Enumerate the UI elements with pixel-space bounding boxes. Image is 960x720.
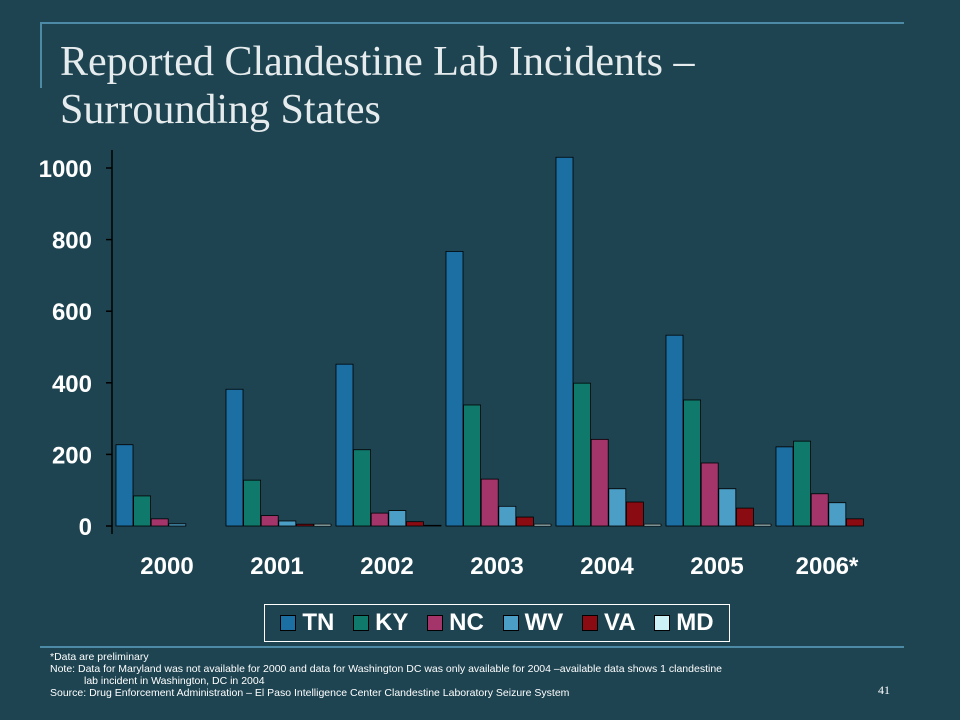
maryland-note-line-1: Note: Data for Maryland was not availabl…: [50, 663, 723, 675]
y-tick-label: 800: [52, 228, 92, 255]
chart-legend: TN KY NC WV VA MD: [264, 604, 730, 642]
bar-nc-2005: [700, 462, 719, 527]
bar-nc-2004: [590, 438, 609, 527]
legend-swatch: [654, 615, 671, 631]
bar-tn-2002: [335, 363, 354, 527]
title-line-1: Reported Clandestine Lab Incidents –: [60, 39, 695, 85]
bar-tn-2005: [665, 334, 684, 527]
legend-label: KY: [375, 609, 409, 636]
y-tick-label: 1000: [39, 156, 92, 183]
x-tick-label: 2002: [360, 553, 413, 580]
bar-ky-2005: [683, 399, 701, 527]
bar-md-2005: [753, 523, 772, 527]
bar-md-2002: [423, 524, 442, 527]
bar-tn-2004: [555, 156, 574, 527]
bar-wv-2002: [388, 510, 407, 527]
bar-tn-2001: [225, 388, 244, 527]
legend-item-md: MD: [654, 609, 714, 637]
bar-va-2001: [295, 523, 314, 527]
bar-nc-2001: [260, 515, 279, 527]
bar-tn-2003: [445, 251, 464, 527]
title-line-2: Surrounding States: [60, 87, 381, 133]
bar-chart: 0 200 400 600 800 1000 2000 2001 2002 2003 2004 200…: [39, 150, 864, 580]
bar-md-2004: [643, 523, 662, 527]
bar-ky-2006: [793, 440, 811, 527]
legend-swatch: [353, 615, 370, 631]
slide-title: Reported Clandestine Lab Incidents – Sur…: [60, 38, 900, 134]
footnotes: *Data are preliminary Note: Data for Mar…: [50, 651, 910, 699]
source-note: Source: Drug Enforcement Administration …: [50, 687, 570, 699]
bar-wv-2005: [718, 488, 737, 527]
bar-nc-2003: [480, 478, 499, 527]
x-tick-label: 2003: [470, 553, 523, 580]
legend-label: MD: [676, 609, 714, 636]
bar-md-2001: [313, 523, 332, 527]
bar-ky-2003: [463, 404, 482, 527]
legend-item-wv: WV: [502, 609, 564, 637]
legend-label: TN: [302, 609, 335, 636]
y-tick-label: 0: [79, 514, 92, 541]
bar-nc-2000: [150, 518, 169, 527]
bar-ky-2004: [573, 382, 591, 527]
x-tick-label: 2000: [140, 553, 193, 580]
legend-item-tn: TN: [280, 609, 334, 637]
bar-tn-2006: [775, 446, 794, 527]
legend-label: WV: [524, 609, 564, 636]
bar-va-2005: [736, 507, 754, 527]
x-tick-label: 2004: [580, 553, 634, 580]
legend-label: NC: [449, 609, 484, 636]
legend-label: VA: [603, 609, 636, 636]
bar-wv-2004: [608, 488, 627, 527]
y-tick-label: 200: [52, 442, 92, 469]
bar-nc-2002: [370, 512, 389, 527]
preliminary-note: *Data are preliminary: [50, 651, 149, 663]
bar-va-2006: [846, 518, 864, 527]
bar-wv-2000: [168, 523, 187, 527]
bar-va-2003: [516, 516, 534, 527]
page-number: 41: [878, 683, 890, 697]
top-rule: [40, 22, 904, 24]
left-rule: [40, 22, 42, 88]
x-tick-label: 2005: [690, 553, 743, 580]
bar-wv-2006: [828, 502, 847, 527]
legend-item-va: VA: [581, 609, 636, 637]
bar-va-2002: [405, 521, 424, 527]
bar-va-2004: [626, 501, 644, 527]
y-tick-label: 400: [52, 371, 92, 398]
bar-md-2003: [533, 523, 552, 527]
bar-tn-2000: [115, 444, 134, 527]
legend-swatch: [502, 615, 519, 631]
maryland-note-line-2: lab incident in Washington, DC in 2004: [84, 675, 265, 687]
legend-item-ky: KY: [353, 609, 408, 637]
bar-ky-2000: [133, 495, 152, 527]
maryland-note: Note: Data for Maryland was not availabl…: [50, 663, 910, 687]
x-tick-label: 2001: [250, 553, 303, 580]
bar-ky-2001: [243, 479, 262, 527]
bar-wv-2003: [498, 505, 517, 527]
legend-swatch: [427, 615, 444, 631]
legend-swatch: [280, 615, 297, 631]
legend-swatch: [581, 615, 598, 631]
bar-wv-2001: [278, 520, 297, 527]
bottom-rule: [40, 646, 904, 648]
y-tick-label: 600: [52, 299, 92, 326]
legend-item-nc: NC: [427, 609, 484, 637]
x-tick-label: 2006*: [796, 553, 859, 580]
bar-nc-2006: [810, 493, 829, 527]
bar-ky-2002: [353, 449, 372, 527]
